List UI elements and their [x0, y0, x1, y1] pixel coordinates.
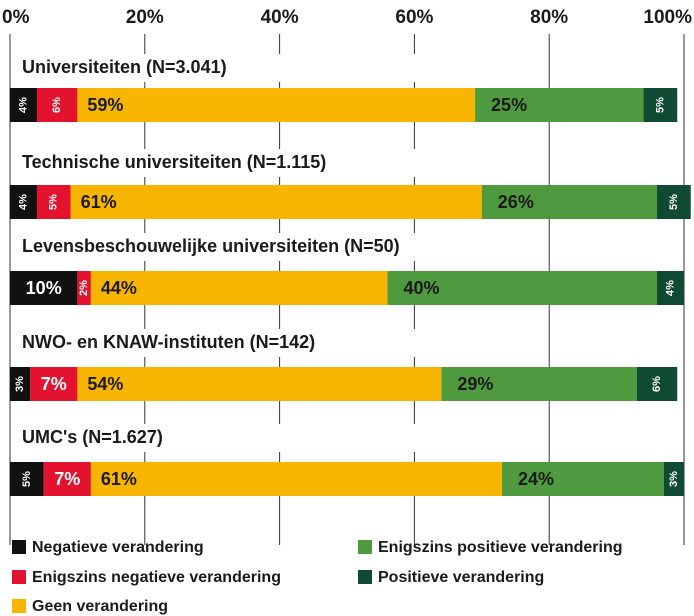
value-label: 61%: [81, 192, 117, 212]
value-label: 61%: [101, 469, 137, 489]
x-tick-label: 80%: [530, 7, 568, 28]
bar-segment: [77, 88, 476, 122]
legend-label: Positieve verandering: [378, 569, 544, 586]
bar-segment: [10, 185, 37, 219]
category-label: UMC's (N=1.627): [22, 427, 163, 447]
value-label: 5%: [654, 97, 666, 113]
bar-segment: [30, 367, 78, 401]
x-tick-label: 60%: [395, 7, 433, 28]
bar-segment: [502, 462, 664, 496]
bar-segment: [663, 462, 684, 496]
legend-swatch: [12, 540, 26, 554]
x-tick-label: 40%: [261, 7, 299, 28]
value-label: 5%: [668, 194, 680, 210]
value-label: 4%: [664, 280, 676, 296]
value-label: 6%: [651, 376, 663, 392]
bar-segment: [10, 367, 31, 401]
value-label: 6%: [51, 97, 63, 113]
legend-label: Enigszins negatieve verandering: [32, 569, 281, 586]
x-tick-label: 0%: [2, 7, 30, 28]
bar-segment: [90, 462, 503, 496]
bar-segment: [43, 462, 91, 496]
x-tick-label: 20%: [126, 7, 164, 28]
value-label: 4%: [17, 194, 29, 210]
legend-swatch: [12, 570, 26, 584]
category-bg: [14, 149, 434, 177]
bar-segment: [77, 271, 91, 305]
x-tick-label: 100%: [643, 7, 692, 28]
bar-segment: [36, 88, 78, 122]
value-label: 3%: [14, 376, 26, 392]
legend-label: Enigszins positieve verandering: [378, 539, 623, 556]
category-label: Levensbeschouwelijke universiteiten (N=5…: [22, 236, 400, 256]
value-label: 40%: [403, 278, 439, 298]
bar-segment: [10, 88, 37, 122]
legend-label: Negatieve verandering: [32, 539, 204, 556]
bar-segment: [657, 271, 684, 305]
bar-segment: [387, 271, 658, 305]
bar-segment: [475, 88, 644, 122]
bar-segment: [10, 462, 44, 496]
category-label: Universiteiten (N=3.041): [22, 57, 227, 77]
bar-segment: [10, 271, 78, 305]
value-label: 54%: [87, 374, 123, 394]
bar-segment: [441, 367, 637, 401]
bar-segment: [77, 367, 442, 401]
category-label: NWO- en KNAW-instituten (N=142): [22, 332, 315, 352]
bar-segment: [70, 185, 482, 219]
value-label: 2%: [78, 280, 90, 296]
legend-label: Geen verandering: [32, 598, 168, 615]
value-label: 29%: [457, 374, 493, 394]
bar-segment: [36, 185, 71, 219]
bar-segment: [643, 88, 678, 122]
value-label: 26%: [498, 192, 534, 212]
category-label: Technische universiteiten (N=1.115): [22, 152, 326, 172]
bar-segment: [657, 185, 691, 219]
bar-segment: [90, 271, 388, 305]
category-bg: [14, 424, 434, 452]
bar-segment: [636, 367, 678, 401]
legend-swatch: [358, 570, 372, 584]
value-label: 5%: [48, 194, 60, 210]
category-bg: [14, 329, 434, 357]
value-label: 4%: [17, 97, 29, 113]
legend-swatch: [358, 540, 372, 554]
value-label: 10%: [26, 278, 62, 298]
value-label: 3%: [668, 471, 680, 487]
value-label: 25%: [491, 95, 527, 115]
value-label: 5%: [21, 471, 33, 487]
legend-swatch: [12, 599, 26, 613]
bar-segment: [481, 185, 658, 219]
value-label: 59%: [87, 95, 123, 115]
category-bg: [14, 54, 434, 82]
value-label: 24%: [518, 469, 554, 489]
value-label: 44%: [101, 278, 137, 298]
category-bg: [14, 233, 434, 261]
value-label: 7%: [54, 469, 80, 489]
value-label: 7%: [41, 374, 67, 394]
